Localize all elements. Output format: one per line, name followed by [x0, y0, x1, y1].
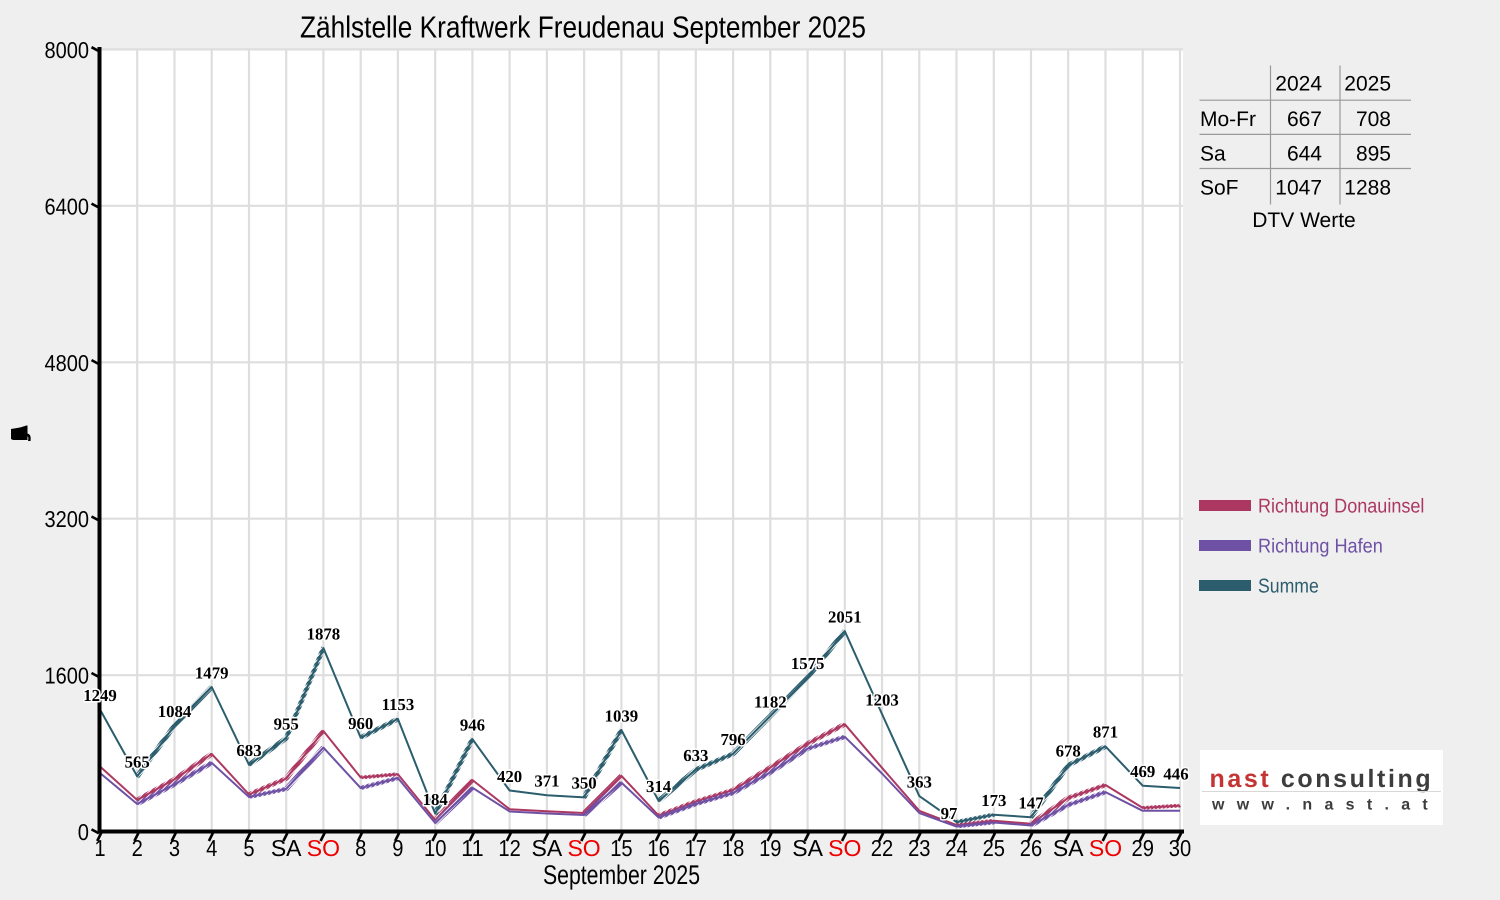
svg-text:DTV Werte: DTV Werte: [1252, 209, 1355, 232]
svg-text:173: 173: [981, 791, 1006, 810]
svg-text:9: 9: [392, 835, 403, 861]
svg-text:4: 4: [206, 835, 217, 861]
svg-text:796: 796: [721, 730, 746, 749]
svg-text:469: 469: [1130, 762, 1155, 781]
svg-text:350: 350: [572, 774, 597, 793]
svg-text:1047: 1047: [1275, 176, 1322, 199]
svg-text:26: 26: [1020, 835, 1042, 861]
svg-text:18: 18: [722, 835, 744, 861]
svg-text:Mo-Fr: Mo-Fr: [1200, 108, 1256, 131]
svg-text:24: 24: [945, 835, 968, 861]
svg-text:565: 565: [125, 753, 150, 772]
svg-text:955: 955: [274, 715, 299, 734]
svg-text:184: 184: [423, 790, 449, 809]
svg-text:SA: SA: [1053, 835, 1084, 861]
svg-text:SA: SA: [532, 835, 563, 861]
svg-text:2024: 2024: [1275, 73, 1322, 96]
svg-text:8000: 8000: [45, 37, 90, 63]
svg-text:446: 446: [1163, 764, 1188, 783]
svg-text:22: 22: [871, 835, 893, 861]
svg-text:2051: 2051: [828, 607, 862, 626]
svg-text:667: 667: [1287, 108, 1322, 131]
svg-text:1479: 1479: [195, 663, 229, 682]
svg-text:895: 895: [1356, 142, 1391, 165]
svg-text:97: 97: [941, 804, 958, 823]
svg-text:0: 0: [78, 819, 89, 845]
svg-text:960: 960: [348, 714, 373, 733]
svg-text:2025: 2025: [1344, 73, 1391, 96]
svg-text:30: 30: [1169, 835, 1191, 861]
svg-text:10: 10: [424, 835, 446, 861]
svg-text:www.nast.at: www.nast.at: [1211, 797, 1440, 814]
svg-text:nast consulting: nast consulting: [1210, 765, 1434, 793]
svg-text:SA: SA: [271, 835, 302, 861]
svg-text:1153: 1153: [382, 695, 415, 714]
svg-text:SoF: SoF: [1200, 176, 1239, 199]
svg-text:1203: 1203: [865, 690, 899, 709]
svg-text:1084: 1084: [158, 702, 192, 721]
svg-text:633: 633: [683, 746, 708, 765]
svg-text:644: 644: [1287, 142, 1322, 165]
svg-text:29: 29: [1132, 835, 1154, 861]
svg-text:3200: 3200: [45, 506, 90, 532]
svg-text:1600: 1600: [45, 663, 90, 689]
svg-text:SO: SO: [1089, 835, 1122, 861]
svg-text:SA: SA: [792, 835, 823, 861]
svg-text:1878: 1878: [307, 624, 341, 643]
svg-text:Zählstelle Kraftwerk Freudenau: Zählstelle Kraftwerk Freudenau September…: [300, 11, 866, 45]
svg-text:SO: SO: [828, 835, 861, 861]
svg-text:8: 8: [355, 835, 366, 861]
svg-text:Sa: Sa: [1200, 142, 1226, 165]
svg-text:147: 147: [1018, 794, 1043, 813]
svg-text:6400: 6400: [45, 193, 90, 219]
svg-text:1: 1: [94, 835, 105, 861]
svg-text:3: 3: [169, 835, 180, 861]
svg-text:12: 12: [498, 835, 520, 861]
svg-text:683: 683: [236, 741, 261, 760]
svg-text:11: 11: [461, 835, 483, 861]
svg-text:17: 17: [685, 835, 707, 861]
svg-text:314: 314: [646, 777, 672, 796]
svg-text:25: 25: [983, 835, 1005, 861]
svg-text:2: 2: [132, 835, 143, 861]
svg-text:420: 420: [497, 767, 522, 786]
svg-text:1575: 1575: [791, 654, 825, 673]
svg-text:1288: 1288: [1344, 176, 1391, 199]
svg-text:946: 946: [460, 715, 485, 734]
svg-text:SO: SO: [307, 835, 340, 861]
svg-text:4800: 4800: [45, 350, 90, 376]
svg-text:371: 371: [534, 772, 559, 791]
svg-text:SO: SO: [567, 835, 600, 861]
svg-text:708: 708: [1356, 108, 1391, 131]
svg-text:19: 19: [759, 835, 781, 861]
svg-text:1039: 1039: [605, 706, 639, 725]
svg-text:1249: 1249: [83, 686, 117, 705]
svg-text:23: 23: [908, 835, 930, 861]
svg-text:1182: 1182: [754, 692, 787, 711]
svg-text:Summe: Summe: [1258, 576, 1319, 598]
svg-text:September 2025: September 2025: [543, 860, 700, 890]
svg-text:5: 5: [243, 835, 254, 861]
svg-text:Richtung Hafen: Richtung Hafen: [1258, 536, 1383, 558]
svg-text:871: 871: [1093, 723, 1118, 742]
svg-text:Richtung Donauinsel: Richtung Donauinsel: [1258, 496, 1424, 518]
svg-text:363: 363: [907, 772, 932, 791]
svg-text:678: 678: [1056, 742, 1081, 761]
svg-text:16: 16: [647, 835, 669, 861]
svg-text:15: 15: [610, 835, 632, 861]
